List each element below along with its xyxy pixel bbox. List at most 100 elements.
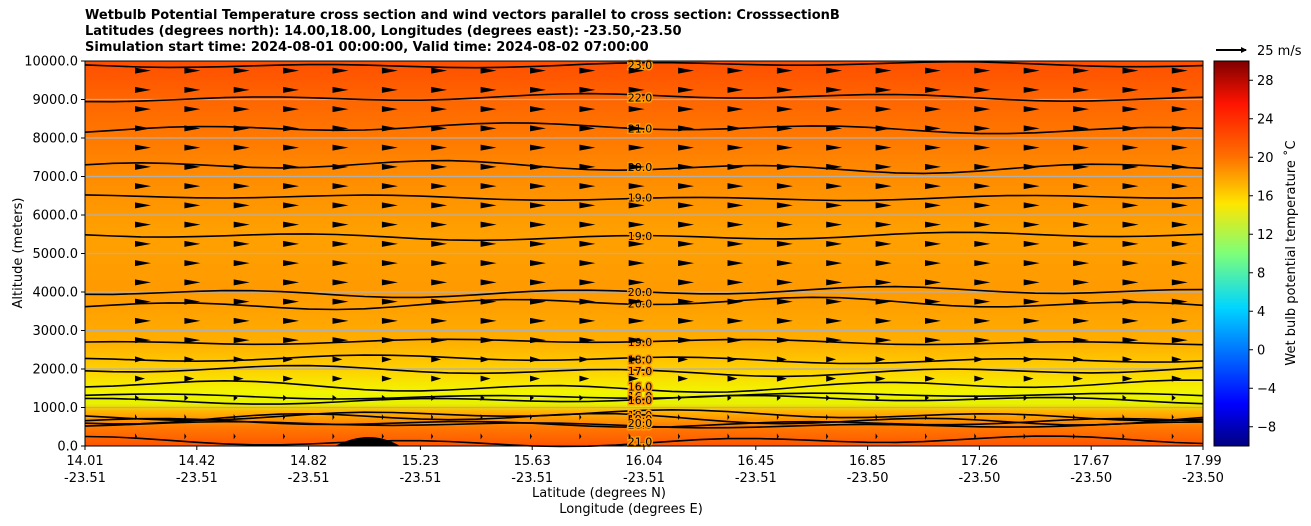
wind-arrow <box>727 298 744 305</box>
x-tick-label-lat: 17.99 <box>1184 454 1221 469</box>
wind-arrow <box>826 260 843 267</box>
wind-arrow <box>480 67 497 74</box>
wind-arrow <box>1073 317 1090 324</box>
wind-arrow <box>974 221 991 228</box>
wind-arrow <box>925 221 941 228</box>
wind-arrow <box>974 67 991 74</box>
wind-arrow <box>678 260 695 267</box>
wind-arrow <box>925 163 941 170</box>
wind-arrow <box>925 317 941 324</box>
wind-arrow <box>1073 337 1090 344</box>
wind-arrow <box>727 125 744 132</box>
wind-arrow <box>776 183 793 190</box>
wind-arrow <box>925 183 941 190</box>
wind-arrow <box>233 394 238 401</box>
chart-title-line-1: Wetbulb Potential Temperature cross sect… <box>85 8 840 23</box>
wind-arrow <box>233 125 250 132</box>
wind-arrow <box>233 260 250 267</box>
wind-arrow <box>283 86 300 93</box>
x-tick-label-lat: 16.85 <box>849 454 886 469</box>
wind-arrow <box>1122 202 1139 209</box>
wind-arrow <box>1122 433 1125 440</box>
wind-arrow <box>135 67 151 74</box>
wind-arrow <box>332 317 349 324</box>
wind-arrow <box>135 125 151 132</box>
wind-arrow <box>1023 221 1040 228</box>
wind-arrow <box>480 202 497 209</box>
wind-arrow <box>1122 163 1139 170</box>
wind-arrow <box>530 183 546 190</box>
wind-arrow <box>135 221 151 228</box>
wind-arrow <box>1023 240 1040 247</box>
contour-line <box>84 296 1204 311</box>
wind-vectors <box>135 67 1188 440</box>
wind-arrow <box>826 375 837 382</box>
wind-arrow <box>283 260 300 267</box>
wind-arrow <box>1122 221 1139 228</box>
wind-arrow <box>283 106 300 113</box>
wind-arrow <box>776 414 779 421</box>
wind-arrow <box>579 221 596 228</box>
contour-line <box>84 60 1204 69</box>
wind-arrow <box>826 240 843 247</box>
x-tick-label-lon: -23.51 <box>176 471 218 486</box>
wind-arrow <box>925 337 941 344</box>
wind-arrow <box>283 125 300 132</box>
wind-arrow <box>826 356 837 363</box>
wind-arrow <box>431 317 448 324</box>
wind-arrow <box>233 183 250 190</box>
contour-label: 19.0 <box>628 192 653 205</box>
wind-arrow <box>530 240 546 247</box>
wind-arrow <box>1023 125 1040 132</box>
wind-arrow <box>1122 240 1139 247</box>
contour-line <box>84 417 1204 429</box>
wind-arrow <box>875 183 892 190</box>
wind-arrow <box>678 356 689 363</box>
wind-arrow <box>1122 183 1139 190</box>
wind-arrow <box>628 240 645 247</box>
wind-arrow <box>776 106 793 113</box>
wind-arrow <box>776 433 779 440</box>
wind-arrow <box>776 317 793 324</box>
x-tick-label-lon: -23.51 <box>735 471 777 486</box>
wind-arrow <box>480 240 497 247</box>
wind-arrow <box>678 125 695 132</box>
wind-arrow <box>678 86 695 93</box>
wind-arrow <box>776 337 793 344</box>
x-tick-label-lat: 16.04 <box>625 454 662 469</box>
wind-arrow <box>628 414 631 421</box>
wind-arrow <box>283 337 300 344</box>
wind-arrow <box>233 221 250 228</box>
wind-arrow <box>431 394 436 401</box>
y-tick-label: 10000.0 <box>24 55 78 70</box>
wind-arrow <box>974 240 991 247</box>
wind-arrow <box>431 125 448 132</box>
wind-arrow <box>1171 356 1182 363</box>
wind-arrow <box>579 375 590 382</box>
wind-arrow <box>579 183 596 190</box>
wind-arrow <box>184 86 201 93</box>
wind-arrow <box>283 144 300 151</box>
wind-arrow <box>1171 394 1176 401</box>
wind-arrow <box>925 67 941 74</box>
colorbar-tick-label: 24 <box>1257 112 1274 127</box>
wind-arrow <box>628 337 645 344</box>
wind-arrow <box>233 279 250 286</box>
wind-arrow <box>628 317 645 324</box>
wind-arrow <box>875 375 886 382</box>
wind-arrow <box>332 221 349 228</box>
wind-arrow <box>431 67 448 74</box>
wind-arrow <box>727 414 730 421</box>
wind-arrow <box>579 125 596 132</box>
wind-arrow <box>184 356 195 363</box>
wind-arrow <box>1122 298 1139 305</box>
wind-arrow <box>135 279 151 286</box>
wind-arrow <box>283 317 300 324</box>
x-tick-label-lon: -23.51 <box>64 471 106 486</box>
wind-arrow <box>1171 202 1188 209</box>
wind-arrow <box>184 67 201 74</box>
wind-arrow <box>1171 106 1188 113</box>
wind-arrow <box>776 163 793 170</box>
wind-arrow <box>628 433 631 440</box>
y-tick-label: 8000.0 <box>33 132 79 147</box>
